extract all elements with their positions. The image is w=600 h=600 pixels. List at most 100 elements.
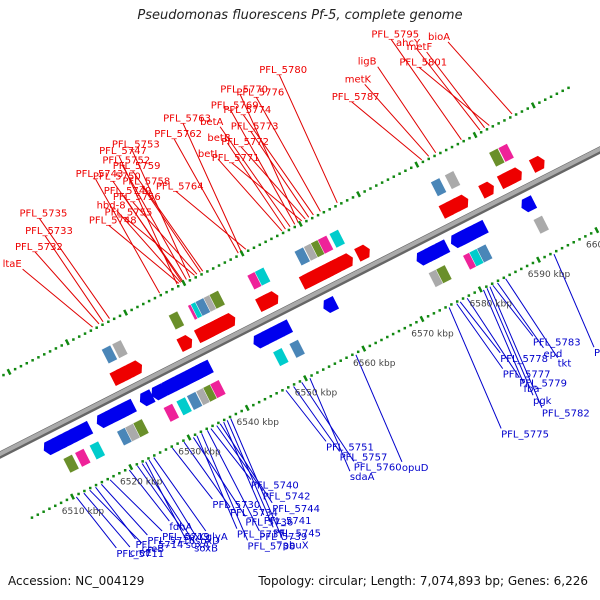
major-tick: [361, 345, 367, 352]
minor-tick: [59, 501, 63, 505]
gene-label-pfl-5735: PFL_5735: [20, 209, 68, 220]
minor-tick: [235, 255, 238, 258]
minor-tick: [234, 412, 238, 416]
forward-feature-block: [254, 266, 272, 287]
minor-tick: [467, 294, 471, 297]
leader-line: [553, 253, 595, 348]
minor-tick: [328, 208, 331, 211]
leader-line: [301, 382, 355, 462]
ruler-label: 6520 kbp: [120, 477, 163, 487]
reverse-gene: [521, 195, 538, 213]
leader-line: [230, 110, 296, 225]
minor-tick: [439, 151, 442, 155]
minor-tick: [25, 361, 29, 365]
minor-tick: [94, 483, 98, 487]
reverse-gene-arrow: [277, 319, 294, 337]
minor-tick: [450, 303, 453, 306]
reverse-gene: [277, 319, 294, 337]
leader-line: [227, 142, 286, 230]
major-tick: [64, 339, 70, 346]
minor-tick: [19, 364, 23, 368]
forward-feature-block: [497, 143, 515, 163]
gene-label-pfl-5719: PFL_5719: [162, 532, 210, 543]
leader-line: [141, 186, 201, 273]
minor-tick: [461, 297, 465, 300]
leader-line: [486, 288, 534, 396]
major-tick: [123, 309, 129, 316]
ruler-label: 6510 kbp: [62, 507, 105, 517]
reverse-gene: [96, 411, 113, 429]
gene-label-ahcy: ahcY: [396, 38, 421, 49]
reverse-gene-arrow: [77, 420, 94, 438]
major-tick: [594, 226, 600, 234]
reverse-gene: [261, 327, 277, 345]
minor-tick: [572, 241, 575, 244]
major-tick: [414, 161, 420, 168]
minor-tick: [83, 332, 87, 335]
leader-line: [83, 492, 131, 548]
minor-tick: [321, 368, 325, 371]
gene-block: [162, 403, 180, 423]
gene-label-pfl-5759: PFL_5759: [113, 161, 161, 172]
gene-label-pfl-5739: PFL_5739: [259, 532, 307, 543]
major-tick: [6, 368, 12, 376]
ruler-label: 6530 kbp: [178, 448, 221, 458]
leader-line: [217, 158, 283, 232]
reverse-gene-arrow: [96, 411, 113, 429]
gene-label-pfl-5745: PFL_5745: [273, 528, 321, 539]
leader-line: [377, 66, 437, 154]
minor-tick: [345, 356, 348, 359]
reverse-gene-arrow: [139, 389, 156, 407]
leader-line: [459, 301, 501, 354]
gene-label-pfl-5755: PFL_5755: [105, 207, 153, 218]
gene-label-fdha: fdhA: [169, 522, 192, 533]
leader-line: [390, 39, 462, 140]
reverse-gene-arrow: [121, 398, 137, 416]
minor-tick: [107, 320, 110, 324]
minor-tick: [543, 255, 546, 259]
forward-gene: [478, 181, 494, 199]
forward-gene-arrow: [528, 155, 545, 173]
minor-tick: [584, 235, 587, 238]
leader-line: [22, 268, 93, 328]
minor-tick: [228, 415, 232, 419]
minor-tick: [252, 403, 255, 407]
minor-tick: [316, 371, 319, 374]
gene-label-pfl-5801: PFL_5801: [399, 57, 447, 68]
reverse-gene: [434, 239, 451, 257]
leader-line: [124, 216, 195, 276]
minor-tick: [485, 285, 488, 288]
leader-line: [466, 298, 520, 378]
minor-tick: [112, 474, 115, 478]
leader-line: [293, 386, 341, 452]
gene-block: [101, 344, 118, 365]
minor-tick: [37, 356, 40, 359]
gene-label-pfl-5764: PFL_5764: [156, 181, 204, 192]
reverse-feature-block: [532, 215, 550, 235]
minor-tick: [386, 335, 389, 339]
reverse-gene-arrow: [464, 224, 481, 242]
minor-tick: [159, 293, 163, 297]
gene-block: [111, 339, 129, 359]
gene-label-bioa: bioA: [428, 32, 450, 43]
minor-tick: [479, 131, 483, 134]
gene-label-pfl-5751: PFL_5751: [326, 442, 374, 453]
gene-label-pfl-5750: PFL_5750: [93, 171, 141, 182]
minor-tick: [380, 338, 383, 342]
minor-tick: [211, 267, 215, 270]
gene-block: [208, 289, 226, 310]
minor-tick: [147, 299, 151, 303]
minor-tick: [158, 451, 162, 454]
minor-tick: [327, 365, 331, 368]
minor-tick: [305, 219, 308, 223]
reverse-feature-block: [62, 453, 80, 474]
gene-label-pfl-5762: PFL_5762: [154, 129, 202, 140]
minor-tick: [404, 169, 407, 173]
minor-tick: [351, 353, 354, 357]
reverse-gene: [323, 295, 340, 313]
ruler-label: 6600 kbp: [586, 240, 600, 250]
ruler-label: 6540 kbp: [237, 418, 280, 428]
minor-tick: [497, 122, 500, 125]
minor-tick: [30, 516, 34, 519]
gene-label-beti: betI: [198, 149, 217, 160]
